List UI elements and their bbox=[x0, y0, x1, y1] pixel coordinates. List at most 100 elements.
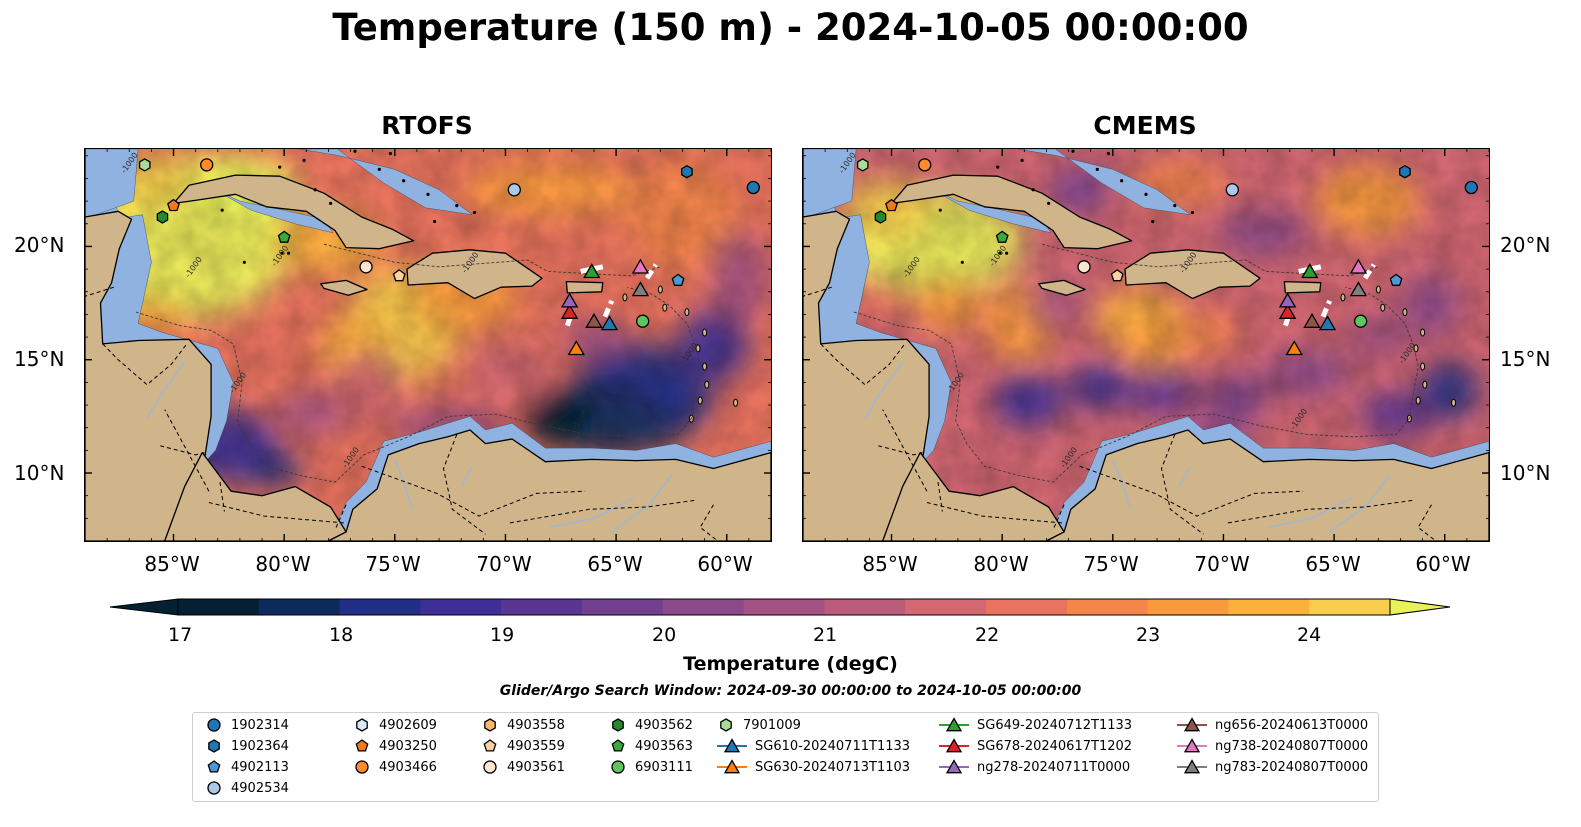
lat-label-left-15n: 15°N bbox=[14, 347, 65, 371]
colorbar-bin bbox=[582, 599, 664, 615]
search-window-note: Glider/Argo Search Window: 2024-09-30 00… bbox=[499, 683, 1082, 699]
legend-item: 4903563 bbox=[609, 736, 693, 756]
legend-marker-triangle bbox=[723, 759, 741, 774]
legend-item: 4902113 bbox=[205, 757, 289, 777]
platform-marker-sg630-20240713t1103 bbox=[567, 340, 585, 356]
platform-marker-4903250 bbox=[885, 198, 898, 212]
legend-label: SG610-20240711T1133 bbox=[755, 738, 911, 754]
map-rtofs[interactable]: -1000 -1000 -1000 -1000 -1000 -1000 -1000 -1000 bbox=[84, 148, 772, 542]
legend-item: ng738-20240807T0000 bbox=[1177, 736, 1368, 756]
legend-marker-pentagon bbox=[355, 739, 369, 752]
legend-marker-triangle bbox=[1183, 717, 1201, 732]
platform-marker-1902314 bbox=[746, 180, 760, 195]
legend-marker-icon bbox=[355, 760, 369, 774]
platform-marker-ng278-20240711t0000 bbox=[560, 292, 579, 308]
lon-label-rtofs-75w: 75°W bbox=[365, 552, 421, 576]
legend-marker-circle bbox=[355, 760, 369, 774]
lon-label-rtofs-70w: 70°W bbox=[476, 552, 532, 576]
legend-item: 1902314 bbox=[205, 715, 289, 735]
legend-marker-icon bbox=[207, 718, 221, 732]
colorbar-bin bbox=[339, 599, 421, 615]
platform-marker-4903562 bbox=[156, 210, 169, 224]
legend-marker-hexagon bbox=[356, 718, 368, 732]
lat-label-right-20n: 20°N bbox=[1500, 233, 1551, 257]
colorbar-tick-23: 23 bbox=[1136, 624, 1161, 646]
shelf-area bbox=[803, 149, 857, 218]
legend-item: SG610-20240711T1133 bbox=[717, 736, 910, 756]
legend-item: 4903250 bbox=[353, 736, 437, 756]
isobath-1000 bbox=[135, 286, 701, 483]
platform-marker-sg630-20240713t1103 bbox=[1285, 340, 1303, 356]
colorbar-tick-24: 24 bbox=[1297, 624, 1322, 646]
legend-item: ng656-20240613T0000 bbox=[1177, 715, 1368, 735]
land-mass bbox=[565, 280, 604, 294]
legend-label: 4902534 bbox=[231, 780, 289, 796]
platform-marker-4903250 bbox=[167, 198, 180, 212]
legend-marker-icon bbox=[720, 718, 732, 732]
platform-marker-4903466 bbox=[918, 158, 932, 172]
legend-item: ng278-20240711T0000 bbox=[939, 757, 1130, 777]
lon-label-cmems-70w: 70°W bbox=[1194, 552, 1250, 576]
legend-item: SG678-20240617T1202 bbox=[939, 736, 1132, 756]
colorbar-bin bbox=[743, 599, 825, 615]
colorbar-bin bbox=[178, 599, 260, 615]
colorbar-bin bbox=[1066, 599, 1149, 615]
lon-label-cmems-85w: 85°W bbox=[862, 552, 918, 576]
shelf-area bbox=[85, 149, 139, 218]
platform-marker-4903562 bbox=[874, 210, 887, 224]
legend-marker-circle bbox=[207, 781, 221, 795]
legend-label: ng738-20240807T0000 bbox=[1215, 738, 1369, 754]
land-mass bbox=[890, 174, 1133, 250]
legend-label: 4903559 bbox=[507, 738, 565, 754]
legend-marker-icon bbox=[483, 739, 497, 752]
land-mass bbox=[1038, 279, 1086, 296]
legend-item: 1902364 bbox=[205, 736, 289, 756]
legend-item: 4903562 bbox=[609, 715, 693, 735]
platform-marker-6903111 bbox=[636, 314, 650, 328]
colorbar-tick-19: 19 bbox=[490, 624, 515, 646]
legend-marker-pentagon bbox=[483, 739, 497, 752]
platform-marker-sg610-20240711t1133 bbox=[1318, 315, 1337, 331]
colorbar-bin bbox=[662, 599, 745, 615]
legend-marker-icon bbox=[939, 738, 969, 753]
platform-marker-7901009 bbox=[856, 158, 869, 172]
platform-marker-ng738-20240807t0000 bbox=[1349, 258, 1368, 274]
lon-label-rtofs-60w: 60°W bbox=[697, 552, 753, 576]
map-cmems[interactable]: -1000 -1000 -1000 -1000 -1000 -1000 -1000 -1000 bbox=[802, 148, 1490, 542]
legend-label: ng656-20240613T0000 bbox=[1215, 717, 1369, 733]
platform-marker-4903563 bbox=[995, 230, 1009, 243]
legend-marker-icon bbox=[356, 718, 368, 732]
legend-label: ng783-20240807T0000 bbox=[1215, 759, 1369, 775]
platform-marker-ng783-20240807t0000 bbox=[631, 281, 650, 297]
land-mass bbox=[172, 174, 415, 250]
legend-label: 4903558 bbox=[507, 717, 565, 733]
platform-marker-1902364 bbox=[1399, 164, 1411, 179]
legend-marker-hexagon bbox=[612, 718, 624, 732]
colorbar-bin bbox=[258, 599, 341, 615]
legend-marker-circle bbox=[483, 760, 497, 774]
legend-marker-pentagon bbox=[611, 739, 625, 752]
legend-label: 4902609 bbox=[379, 717, 437, 733]
platform-marker-4903561 bbox=[359, 260, 373, 274]
platform-marker-sg678-20240617t1202 bbox=[1278, 303, 1297, 319]
platform-marker-sg610-20240711t1133 bbox=[600, 315, 619, 331]
legend-label: 4902113 bbox=[231, 759, 289, 775]
panel-title-rtofs: RTOFS bbox=[381, 111, 473, 140]
colorbar-tick-20: 20 bbox=[652, 624, 677, 646]
platform-marker-4903559 bbox=[1110, 269, 1124, 282]
land-mass bbox=[1045, 429, 1489, 541]
legend-marker-icon bbox=[484, 718, 496, 732]
lon-label-rtofs-80w: 80°W bbox=[255, 552, 311, 576]
legend-item: 7901009 bbox=[717, 715, 801, 735]
legend-marker-icon bbox=[207, 760, 221, 773]
platform-marker-4902534 bbox=[507, 183, 521, 197]
legend-item: SG649-20240712T1133 bbox=[939, 715, 1132, 735]
legend-marker-icon bbox=[1177, 717, 1207, 732]
shelf-area bbox=[1017, 149, 1191, 215]
platform-marker-4903561 bbox=[1077, 260, 1091, 274]
platform-marker-ng783-20240807t0000 bbox=[1349, 281, 1368, 297]
legend-item: 6903111 bbox=[609, 757, 693, 777]
colorbar-extend-high bbox=[1389, 598, 1451, 616]
platform-marker-ng656-20240613t0000 bbox=[1303, 312, 1321, 328]
legend-label: 1902314 bbox=[231, 717, 289, 733]
